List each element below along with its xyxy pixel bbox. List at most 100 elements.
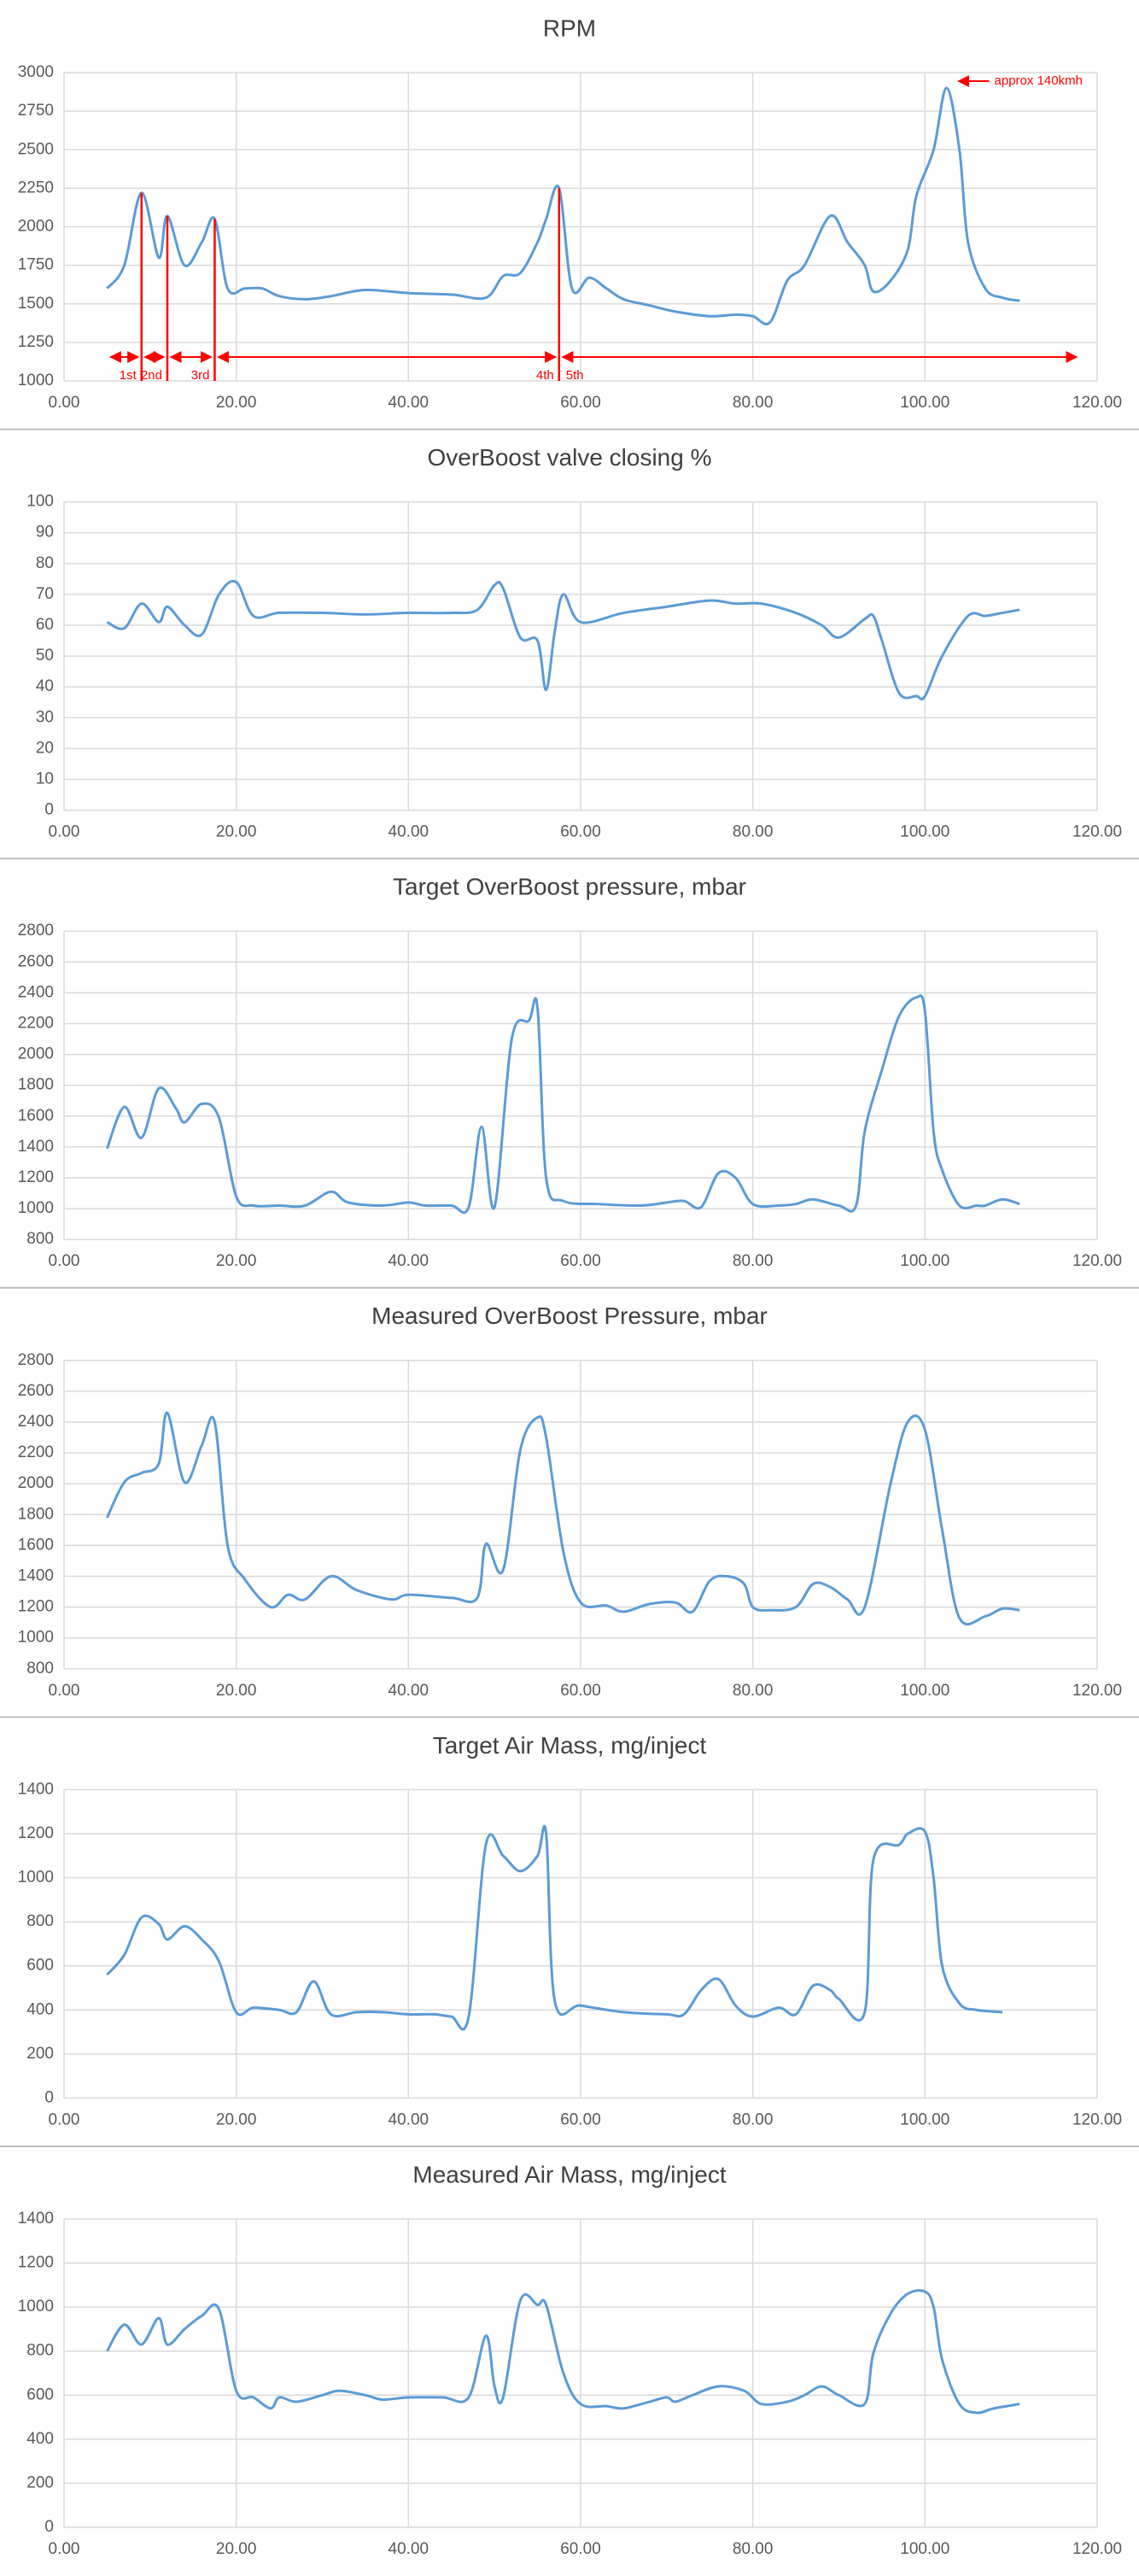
x-tick-label: 80.00 (733, 823, 774, 841)
chart-title: Target OverBoost pressure, mbar (393, 874, 746, 900)
x-tick-label: 40.00 (388, 2111, 429, 2128)
data-line (106, 994, 1020, 1215)
y-tick-label: 1800 (18, 1076, 54, 1094)
y-tick-label: 1600 (18, 1107, 54, 1125)
gear-label: 1st (120, 368, 137, 383)
x-tick-label: 120.00 (1072, 1682, 1122, 1700)
y-tick-label: 600 (26, 2386, 54, 2403)
x-tick-label: 80.00 (733, 1682, 774, 1700)
x-tick-label: 80.00 (733, 1252, 774, 1270)
y-tick-label: 600 (26, 1957, 54, 1975)
y-tick-label: 800 (26, 2342, 54, 2360)
data-line (106, 579, 1020, 701)
y-tick-label: 400 (26, 2000, 54, 2018)
x-tick-label: 0.00 (49, 1682, 80, 1700)
gear-label: 3rd (191, 368, 210, 383)
data-line (106, 86, 1020, 325)
x-tick-label: 20.00 (216, 2540, 257, 2558)
y-tick-label: 2400 (18, 983, 54, 1001)
y-tick-label: 1000 (18, 1629, 54, 1647)
x-tick-label: 0.00 (49, 2111, 80, 2128)
y-tick-label: 60 (36, 616, 54, 634)
x-tick-label: 100.00 (900, 823, 949, 841)
y-tick-label: 1400 (18, 1780, 54, 1798)
y-tick-label: 800 (26, 1912, 54, 1930)
y-tick-label: 1200 (18, 1598, 54, 1616)
y-tick-label: 0 (44, 2088, 54, 2106)
x-tick-label: 60.00 (560, 2111, 601, 2128)
x-tick-label: 100.00 (900, 2111, 949, 2128)
y-tick-label: 2000 (18, 218, 54, 236)
y-tick-label: 800 (26, 1660, 54, 1677)
y-tick-label: 2800 (18, 1351, 54, 1369)
y-tick-label: 70 (36, 585, 54, 603)
x-tick-label: 0.00 (49, 394, 80, 412)
y-tick-label: 0 (44, 2518, 54, 2536)
y-tick-label: 2800 (18, 922, 54, 940)
y-tick-label: 40 (36, 677, 54, 695)
y-tick-label: 2600 (18, 952, 54, 970)
y-tick-label: 10 (36, 770, 54, 788)
chart-title: OverBoost valve closing % (427, 444, 711, 471)
y-tick-label: 2400 (18, 1413, 54, 1431)
y-tick-label: 30 (36, 708, 54, 726)
y-tick-label: 1250 (18, 333, 54, 351)
x-tick-label: 100.00 (900, 2540, 949, 2558)
y-tick-label: 200 (26, 2474, 54, 2491)
x-tick-label: 40.00 (388, 394, 429, 412)
x-tick-label: 20.00 (216, 394, 257, 412)
gear-label: 4th (536, 368, 554, 383)
x-tick-label: 120.00 (1072, 394, 1122, 412)
chart-title: Measured OverBoost Pressure, mbar (371, 1303, 768, 1329)
x-tick-label: 80.00 (733, 2111, 774, 2128)
y-tick-label: 2200 (18, 1443, 54, 1461)
y-tick-label: 1500 (18, 295, 54, 313)
y-tick-label: 90 (36, 524, 54, 542)
x-tick-label: 120.00 (1072, 1252, 1122, 1270)
x-tick-label: 40.00 (388, 823, 429, 841)
y-tick-label: 1000 (18, 372, 54, 389)
y-tick-label: 1800 (18, 1505, 54, 1523)
gear-label: 5th (566, 368, 584, 383)
y-tick-label: 1200 (18, 2254, 54, 2272)
x-tick-label: 80.00 (733, 2540, 774, 2558)
chart-title: Target Air Mass, mg/inject (433, 1732, 707, 1759)
x-tick-label: 80.00 (733, 394, 774, 412)
x-tick-label: 20.00 (216, 2111, 257, 2128)
x-tick-label: 120.00 (1072, 2540, 1122, 2558)
x-tick-label: 0.00 (49, 1252, 80, 1270)
x-tick-label: 20.00 (216, 1252, 257, 1270)
y-tick-label: 80 (36, 554, 54, 572)
x-tick-label: 0.00 (49, 2540, 80, 2558)
x-tick-label: 20.00 (216, 823, 257, 841)
y-tick-label: 1200 (18, 1824, 54, 1842)
x-tick-label: 100.00 (900, 394, 949, 412)
y-tick-label: 2250 (18, 179, 54, 196)
y-tick-label: 2750 (18, 102, 54, 120)
x-tick-label: 60.00 (560, 1252, 601, 1270)
data-line (106, 2289, 1020, 2415)
y-tick-label: 50 (36, 647, 54, 664)
y-tick-label: 2500 (18, 140, 54, 158)
x-tick-label: 60.00 (560, 1682, 601, 1700)
y-tick-label: 1750 (18, 256, 54, 274)
x-tick-label: 20.00 (216, 1682, 257, 1700)
y-tick-label: 3000 (18, 63, 54, 81)
data-line (106, 1824, 1003, 2031)
x-tick-label: 40.00 (388, 1682, 429, 1700)
y-tick-label: 1000 (18, 2298, 54, 2315)
y-tick-label: 1000 (18, 1869, 54, 1887)
y-tick-label: 2200 (18, 1015, 54, 1033)
y-tick-label: 100 (26, 493, 54, 511)
x-tick-label: 40.00 (388, 1252, 429, 1270)
y-tick-label: 1400 (18, 2210, 54, 2228)
y-tick-label: 1200 (18, 1168, 54, 1186)
x-tick-label: 40.00 (388, 2540, 429, 2558)
y-tick-label: 200 (26, 2045, 54, 2063)
chart-title: RPM (543, 15, 596, 41)
x-tick-label: 120.00 (1072, 2111, 1122, 2128)
y-tick-label: 0 (44, 801, 54, 819)
x-tick-label: 100.00 (900, 1682, 949, 1700)
y-tick-label: 1000 (18, 1199, 54, 1217)
